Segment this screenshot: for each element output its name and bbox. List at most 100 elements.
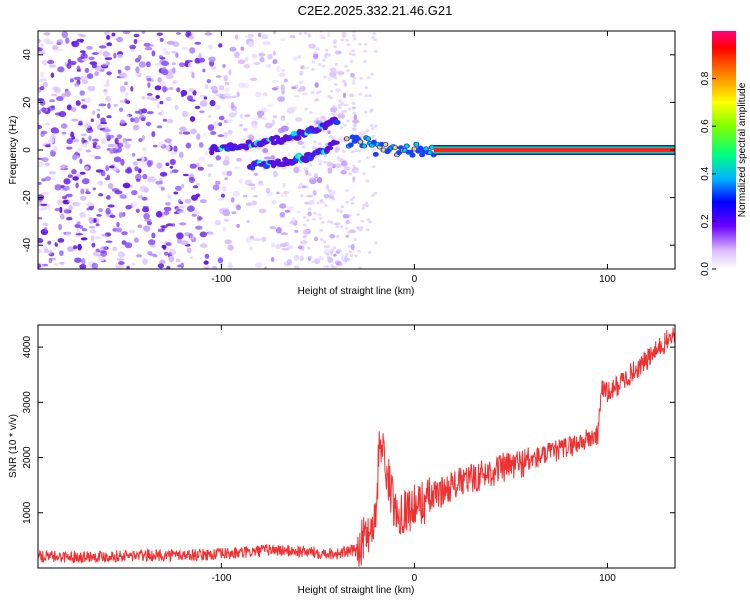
spectrogram-noise-blob: [102, 51, 110, 57]
spectrogram-noise-blob: [116, 36, 123, 43]
spectrogram-noise-blob: [76, 38, 85, 43]
spectrogram-noise-blob: [257, 183, 265, 187]
spectrogram-noise-blob: [83, 97, 92, 104]
spectrogram-noise-blob: [38, 263, 42, 269]
spectrogram-noise-blob: [223, 74, 228, 82]
spectrogram-noise-blob: [89, 225, 96, 229]
spectrogram-noise-blob: [105, 240, 113, 243]
spectrogram-speckle: [340, 205, 345, 209]
spectrogram-speckle: [364, 201, 369, 205]
spectrogram-transition: [347, 142, 354, 148]
spectrogram-noise-blob: [190, 256, 194, 259]
spectrogram-noise-blob: [344, 257, 351, 262]
spectrogram-noise-blob: [116, 227, 122, 233]
spectrogram-noise-blob: [329, 234, 336, 239]
spectrogram-noise-blob: [227, 129, 233, 135]
spectrogram-speckle: [299, 194, 304, 198]
spectrogram-noise-blob: [245, 202, 252, 207]
spectrogram-noise-blob: [185, 142, 192, 149]
spectrogram-noise-blob: [48, 171, 56, 175]
spectrogram-noise-blob: [169, 165, 173, 169]
spectrogram-noise-blob: [211, 265, 218, 269]
spectrogram-noise-blob: [317, 213, 322, 217]
spectrogram-track-lower: [332, 140, 340, 145]
spectrogram-speckle: [365, 179, 370, 183]
spectrogram-noise-blob: [207, 231, 216, 236]
colorbar-tick-label: 0.6: [700, 119, 711, 133]
spectrogram-noise-blob: [189, 163, 197, 169]
spectrogram-noise-blob: [190, 128, 197, 135]
spectrogram-noise-blob: [44, 122, 51, 126]
spectrogram-noise-blob: [155, 211, 163, 218]
spectrogram-noise-blob: [43, 248, 49, 253]
spectrogram-noise-blob: [126, 166, 132, 174]
spectrogram-noise-blob: [98, 45, 107, 49]
spectrogram-noise-blob: [103, 128, 111, 133]
spectrogram-noise-blob: [199, 100, 208, 107]
spectrogram-noise-blob: [131, 49, 135, 53]
spectrogram-noise-blob: [337, 71, 345, 76]
spectrogram-transition-peak: [424, 147, 428, 151]
spectrogram-noise-blob: [239, 124, 244, 127]
spectrogram-noise-blob: [262, 148, 269, 153]
spectrogram-noise-blob: [259, 56, 265, 63]
spectrogram-noise-blob: [66, 217, 73, 221]
spectrogram-noise-blob: [186, 247, 192, 254]
spectrogram-speckle: [331, 105, 336, 109]
spectrogram-noise-blob: [97, 108, 101, 112]
spectrogram-noise-blob: [211, 66, 217, 70]
spectrogram-speckle: [299, 183, 303, 187]
spectrogram-noise-blob: [350, 244, 355, 251]
spectrogram-noise-blob: [94, 65, 103, 71]
colorbar-ticks: 0.0 0.2 0.4 0.6 0.8: [700, 71, 716, 276]
spectrogram-noise-blob: [316, 176, 323, 184]
spectrogram-noise-blob: [149, 44, 154, 47]
spectrogram-noise-blob: [54, 184, 62, 191]
spectrogram-noise-blob: [57, 66, 65, 73]
spectrogram-noise-blob: [300, 240, 308, 245]
spectrogram-noise-blob: [263, 156, 272, 160]
spectrogram-speckle: [307, 34, 312, 38]
spectrogram-ytick-label: -40: [22, 238, 33, 253]
spectrogram-speckle: [344, 64, 348, 68]
spectrogram-noise-blob: [77, 33, 82, 36]
spectrogram-noise-blob: [189, 71, 194, 74]
spectrogram-noise-blob: [82, 79, 89, 85]
spectrogram-noise-blob: [105, 207, 111, 215]
spectrogram-noise-blob: [76, 65, 81, 72]
spectrogram-noise-blob: [161, 61, 170, 66]
spectrogram-noise-blob: [195, 162, 200, 168]
spectrogram-speckle: [351, 101, 356, 105]
spectrogram-speckle: [311, 67, 315, 71]
spectrogram-noise-blob: [65, 37, 70, 44]
spectrogram-noise-blob: [38, 161, 45, 167]
spectrogram-noise-blob: [253, 61, 261, 66]
snr-xtick-label: 0: [412, 573, 418, 584]
spectrogram-noise-blob: [352, 176, 356, 181]
spectrogram-noise-blob: [124, 242, 133, 249]
spectrogram-speckle: [313, 140, 317, 144]
spectrogram-noise-blob: [104, 57, 113, 61]
spectrogram-noise-blob: [109, 165, 115, 169]
spectrogram-noise-blob: [74, 82, 80, 87]
spectrogram-noise-blob: [194, 41, 202, 45]
spectrogram-noise-blob: [60, 123, 68, 129]
spectrogram-speckle: [318, 162, 322, 166]
spectrogram-noise-blob: [351, 79, 356, 86]
spectrogram-speckle: [353, 124, 357, 128]
spectrogram-noise-blob: [270, 242, 276, 248]
spectrogram-speckle: [370, 124, 374, 127]
spectrogram-speckle: [305, 185, 309, 189]
spectrogram-speckle: [319, 199, 324, 203]
spectrogram-noise-blob: [94, 71, 99, 77]
spectrogram-noise-blob: [156, 125, 163, 129]
spectrogram-noise-blob: [264, 122, 273, 129]
spectrogram-noise-blob: [146, 221, 152, 226]
spectrogram-noise-blob: [174, 185, 182, 191]
spectrogram-noise-blob: [313, 53, 319, 60]
snr-xtick-label: -100: [211, 573, 231, 584]
stable-band-core: [433, 148, 675, 152]
spectrogram-speckle: [315, 47, 320, 51]
spectrogram-speckle: [362, 172, 366, 176]
spectrogram-speckle: [371, 134, 376, 138]
